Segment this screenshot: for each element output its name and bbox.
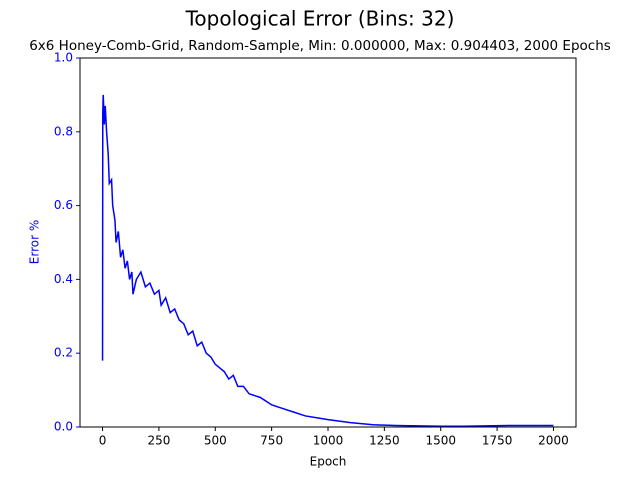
y-tick-label: 0.6 (54, 198, 73, 212)
x-tick-label: 1750 (482, 434, 513, 448)
x-tick-label: 2000 (538, 434, 569, 448)
y-axis-label: Error % (28, 220, 42, 264)
x-tick-label: 1250 (369, 434, 400, 448)
x-tick-label: 0 (99, 434, 107, 448)
y-tick-label: 0.0 (54, 420, 73, 434)
x-tick-label: 500 (204, 434, 227, 448)
x-axis-label: Epoch (310, 455, 347, 469)
y-tick-label: 1.0 (54, 51, 73, 65)
x-tick-label: 1000 (313, 434, 344, 448)
plot-frame (79, 57, 577, 428)
x-tick-label: 250 (147, 434, 170, 448)
y-tick-label: 0.4 (54, 272, 73, 286)
x-tick-label: 1500 (425, 434, 456, 448)
chart-subtitle: 6x6 Honey-Comb-Grid, Random-Sample, Min:… (29, 38, 611, 54)
y-tick-label: 0.8 (54, 124, 73, 138)
chart-title: Topological Error (Bins: 32) (185, 7, 455, 31)
data-line (101, 94, 554, 428)
y-tick-label: 0.2 (54, 346, 73, 360)
x-tick-label: 750 (260, 434, 283, 448)
